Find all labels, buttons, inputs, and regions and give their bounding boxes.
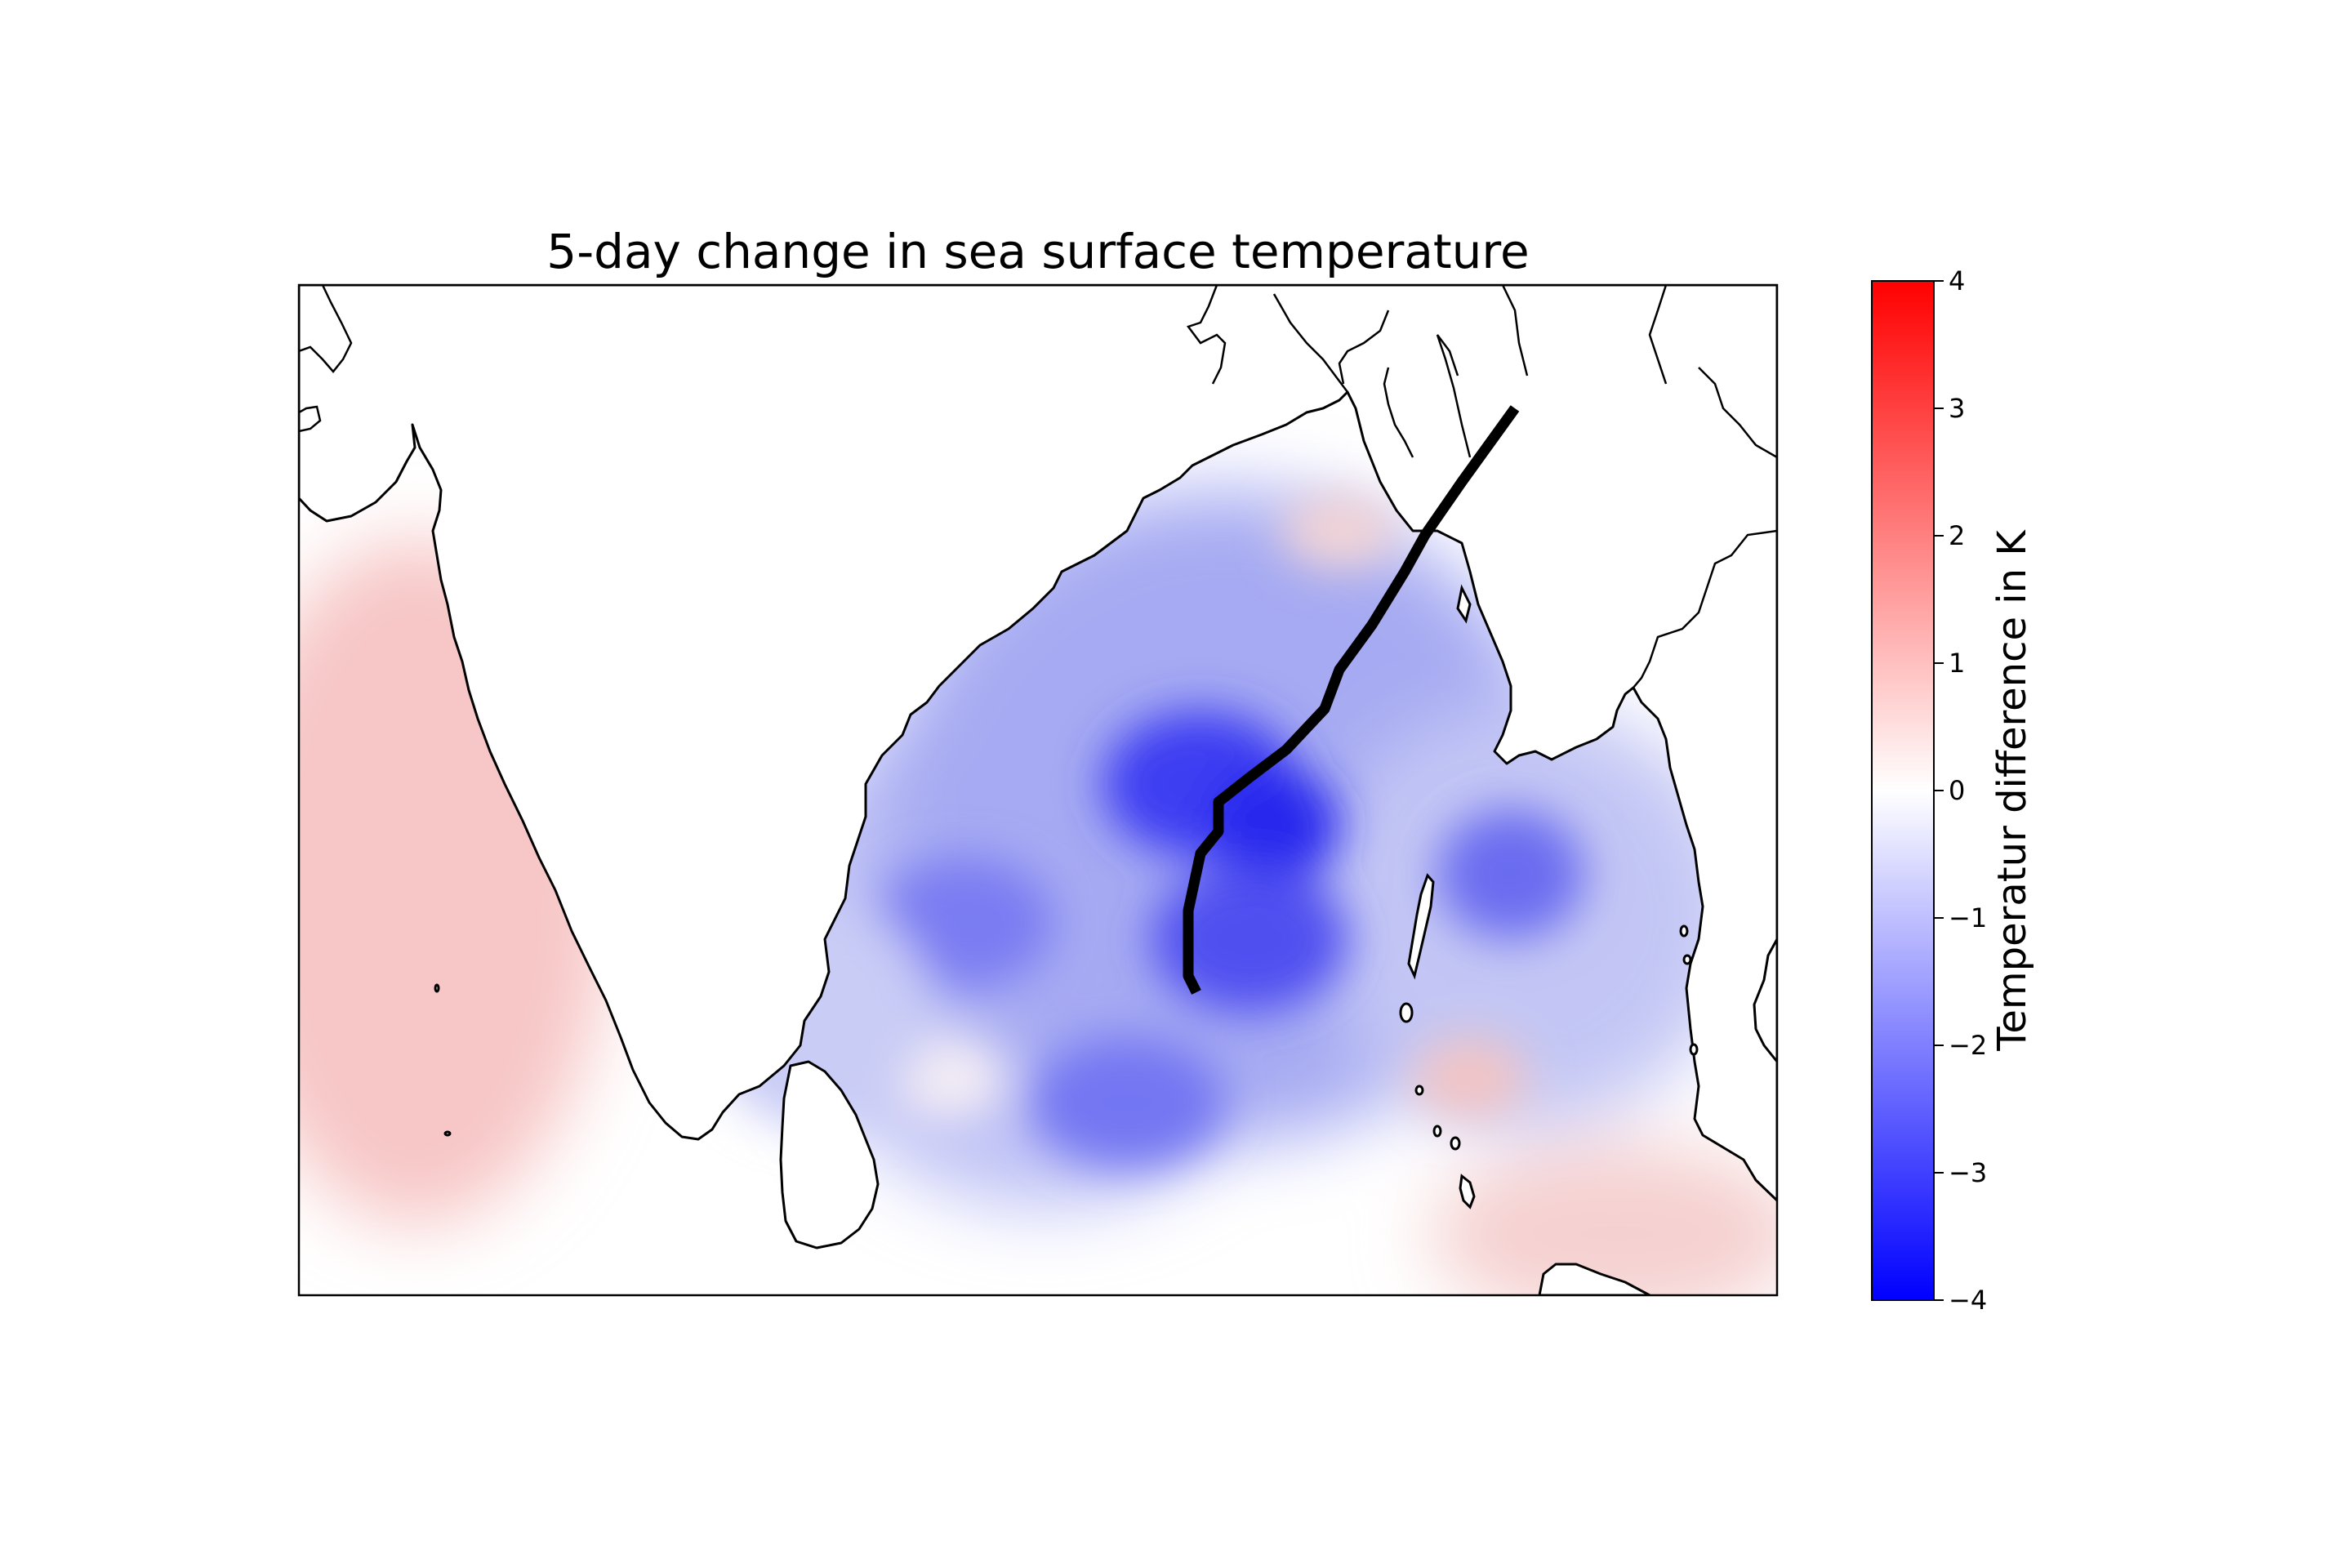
chart-title: 5-day change in sea surface temperature (546, 224, 1529, 279)
islands (434, 584, 1699, 1209)
colorbar-tick-label: 3 (1949, 393, 1965, 424)
map-frame (297, 283, 1779, 1297)
colorbar-ticks: 4 3 2 1 0 −1 −2 −3 −4 (1934, 265, 1987, 1316)
andaman-islands (1407, 873, 1435, 980)
colorbar-tick-label: 1 (1949, 648, 1965, 679)
malay-peninsula (1753, 938, 1777, 1063)
colorbar: 4 3 2 1 0 −1 −2 −3 −4 Temperatur difference in K (1871, 265, 2035, 1316)
land-masses (299, 285, 1777, 1295)
sst-anomaly-field (299, 490, 1777, 1295)
colorbar-tick-label: 2 (1949, 520, 1965, 551)
maldives-dot (434, 983, 440, 993)
nicobar-island-1 (1432, 1125, 1442, 1138)
colorbar-tick-label: −1 (1949, 902, 1987, 933)
sumatra-landmass (1538, 1263, 1651, 1295)
sri-lanka (779, 1060, 880, 1250)
colorbar-tick-label: −3 (1949, 1157, 1987, 1188)
little-andaman (1399, 1002, 1414, 1023)
colorbar-tick-label: 4 (1949, 265, 1965, 296)
colorbar-label: Temperatur difference in K (1989, 529, 2035, 1052)
cheduba-island (1456, 584, 1472, 624)
mergui-island-1 (1679, 924, 1689, 938)
lakshadweep-dot (443, 1130, 452, 1137)
car-nicobar (1414, 1085, 1424, 1096)
colorbar-tick-label: 0 (1949, 775, 1965, 806)
great-nicobar (1459, 1174, 1476, 1209)
mergui-island-3 (1689, 1043, 1699, 1056)
mergui-island-2 (1682, 954, 1692, 965)
colorbar-gradient (1872, 281, 1934, 1300)
map-panel (299, 285, 1777, 1295)
colorbar-tick-label: −4 (1949, 1285, 1987, 1316)
india-landmass (299, 285, 1777, 1202)
nicobar-island-2 (1450, 1136, 1461, 1151)
coastline-details (299, 285, 1777, 688)
colorbar-tick-label: −2 (1949, 1030, 1987, 1061)
cyclone-track (1183, 405, 1520, 995)
